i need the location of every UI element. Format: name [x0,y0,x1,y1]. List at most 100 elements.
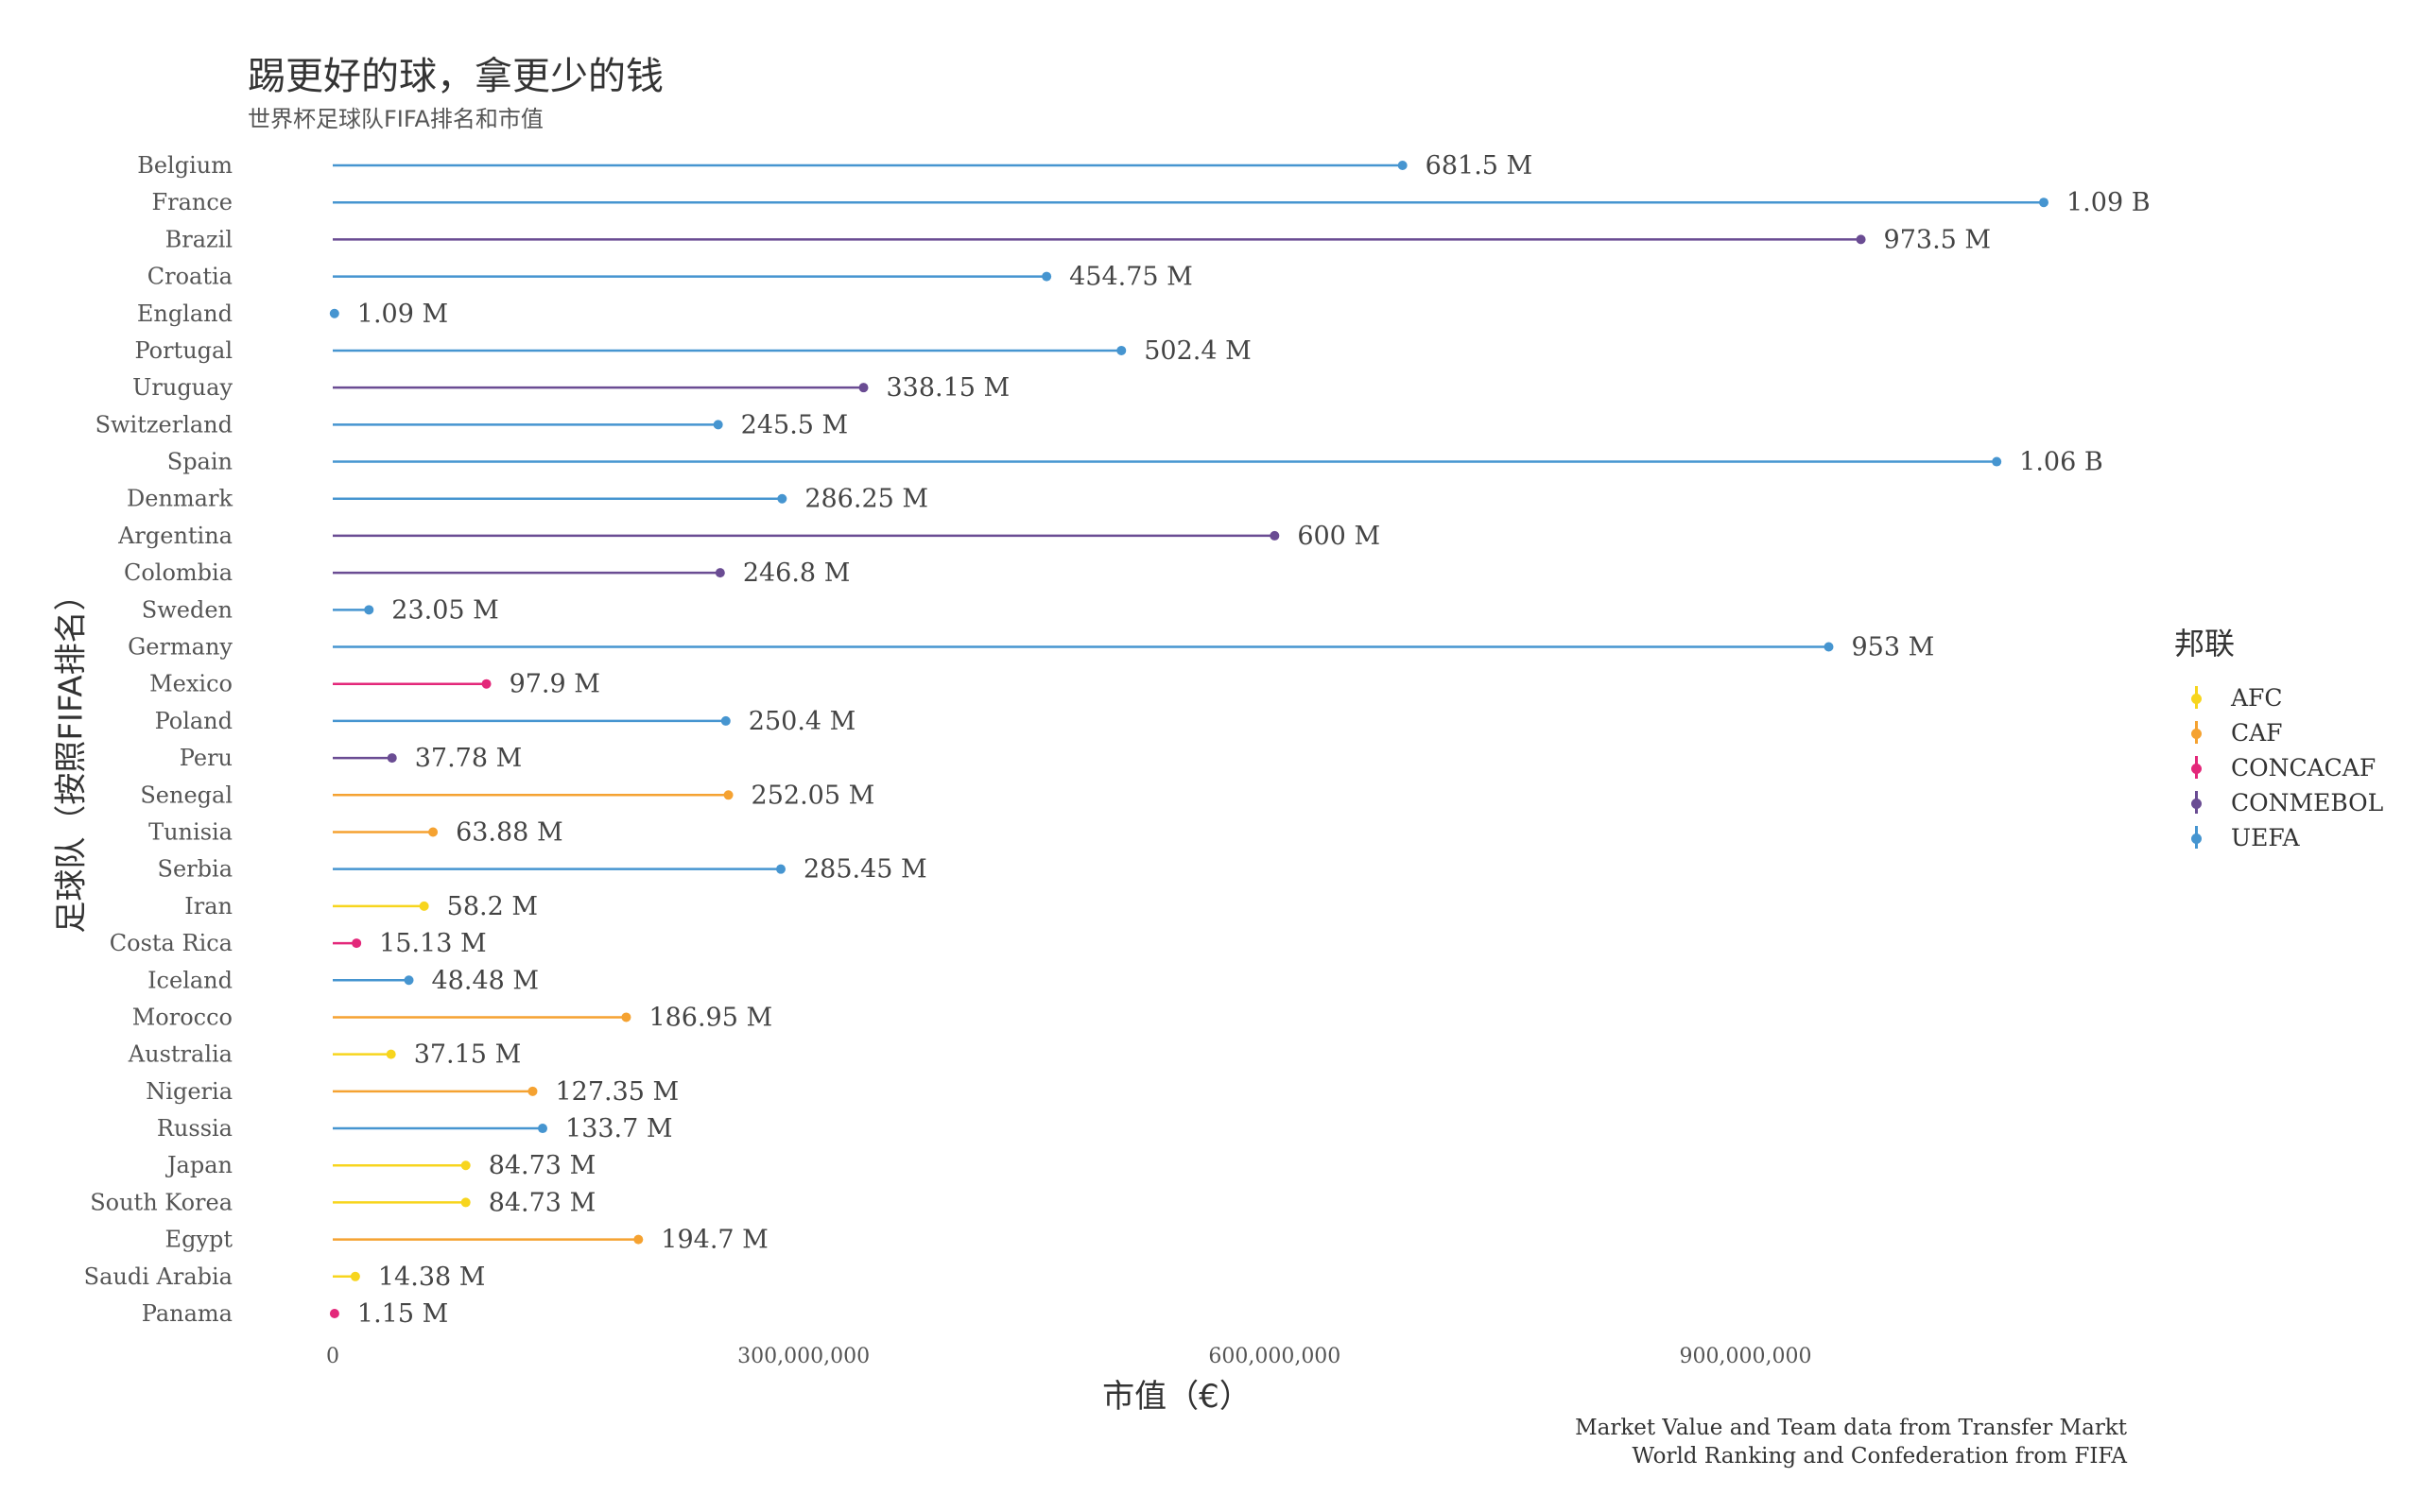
point-russia [538,1124,548,1134]
y-tick-label-morocco: Morocco [132,1004,233,1030]
data-label-iceland: 48.48 M [432,966,540,995]
point-costa-rica [352,938,362,949]
point-peru [387,753,397,764]
point-switzerland [713,420,723,430]
y-tick-label-denmark: Denmark [127,486,233,512]
data-label-mexico: 97.9 M [510,670,600,699]
point-brazil [1856,234,1866,245]
y-tick-label-senegal: Senegal [140,782,233,808]
y-tick-label-belgium: Belgium [137,152,233,179]
point-colombia [715,568,725,578]
y-tick-label-peru: Peru [180,745,233,771]
legend-label-conmebol: CONMEBOL [2231,789,2384,816]
data-label-japan: 84.73 M [489,1151,596,1180]
legend-item-uefa: UEFA [2174,820,2383,855]
x-tick-label-3: 900,000,000 [1680,1345,1812,1368]
y-tick-label-iran: Iran [184,893,233,919]
chart-subtitle: 世界杯足球队FIFA排名和市值 [248,106,544,132]
data-label-morocco: 186.95 M [648,1003,772,1032]
legend-key-uefa [2191,826,2202,849]
data-label-germany: 953 M [1852,633,1935,662]
y-tick-label-france: France [151,189,233,215]
point-uruguay [858,383,869,393]
data-label-serbia: 285.45 M [804,855,927,885]
point-belgium [1397,161,1408,170]
y-tick-label-nigeria: Nigeria [146,1078,233,1105]
legend-key-afc [2191,686,2202,709]
point-japan [460,1160,471,1171]
legend-key-conmebol [2191,791,2202,814]
point-south-korea [460,1197,471,1208]
data-label-uruguay: 338.15 M [887,373,1011,403]
point-england [329,308,339,318]
data-label-panama: 1.15 M [357,1299,448,1329]
y-tick-label-costa-rica: Costa Rica [110,930,233,956]
y-tick-label-switzerland: Switzerland [95,411,233,438]
y-tick-label-egypt: Egypt [165,1227,233,1253]
y-tick-label-iceland: Iceland [147,967,233,993]
point-saudi-arabia [350,1271,360,1281]
data-label-costa-rica: 15.13 M [379,929,487,958]
point-poland [720,715,731,726]
data-label-egypt: 194.7 M [661,1226,769,1255]
point-spain [1992,456,2002,467]
y-tick-label-germany: Germany [128,634,233,661]
y-tick-label-tunisia: Tunisia [148,818,233,845]
data-label-argentina: 600 M [1297,522,1380,551]
caption-line-2: World Ranking and Confederation from FIF… [1632,1444,2127,1469]
legend-item-concacaf: CONCACAF [2174,750,2383,785]
data-label-spain: 1.06 B [2019,448,2103,477]
data-label-senegal: 252.05 M [752,781,875,810]
data-label-croatia: 454.75 M [1069,263,1193,292]
point-argentina [1270,530,1280,541]
y-tick-label-russia: Russia [157,1115,233,1142]
caption-line-1: Market Value and Team data from Transfer… [1575,1416,2127,1440]
point-nigeria [527,1086,538,1096]
legend-item-caf: CAF [2174,715,2383,750]
y-tick-label-japan: Japan [164,1152,233,1178]
legend-item-conmebol: CONMEBOL [2174,785,2383,820]
y-tick-label-serbia: Serbia [158,856,233,883]
point-croatia [1042,271,1052,282]
point-denmark [777,493,787,504]
legend-key-concacaf [2191,756,2202,779]
data-label-denmark: 286.25 M [804,485,928,514]
y-tick-label-spain: Spain [167,449,233,475]
x-tick-label-1: 300,000,000 [737,1345,870,1368]
data-label-poland: 250.4 M [749,707,856,736]
point-senegal [723,790,734,800]
point-egypt [633,1234,644,1245]
legend-label-caf: CAF [2231,719,2283,747]
point-portugal [1116,345,1127,355]
data-label-switzerland: 245.5 M [741,410,849,439]
data-label-peru: 37.78 M [415,744,523,773]
x-axis-label: 市值（€） [1102,1378,1252,1416]
y-tick-label-argentina: Argentina [117,523,233,549]
data-label-colombia: 246.8 M [743,558,851,588]
y-tick-label-croatia: Croatia [147,264,233,290]
y-tick-label-south-korea: South Korea [90,1189,233,1215]
point-iceland [404,975,414,986]
point-iran [419,901,429,911]
data-label-england: 1.09 M [357,300,448,329]
point-sweden [364,605,374,615]
point-morocco [621,1012,631,1022]
data-label-france: 1.09 B [2066,188,2151,217]
data-label-australia: 37.15 M [414,1040,522,1070]
data-label-sweden: 23.05 M [391,595,499,625]
data-label-saudi-arabia: 14.38 M [378,1263,486,1292]
legend: 邦联 AFC CAF CONCACAF CONMEBOL UEFA [2174,620,2383,855]
data-label-tunisia: 63.88 M [456,817,563,847]
legend-label-concacaf: CONCACAF [2231,754,2377,782]
y-tick-label-uruguay: Uruguay [132,374,233,401]
point-panama [329,1309,339,1318]
y-tick-label-saudi-arabia: Saudi Arabia [84,1263,233,1290]
y-tick-label-sweden: Sweden [142,596,233,623]
point-france [2039,198,2048,208]
legend-item-afc: AFC [2174,680,2383,715]
legend-label-uefa: UEFA [2231,824,2300,851]
data-label-iran: 58.2 M [447,892,538,921]
data-label-brazil: 973.5 M [1884,225,1992,254]
